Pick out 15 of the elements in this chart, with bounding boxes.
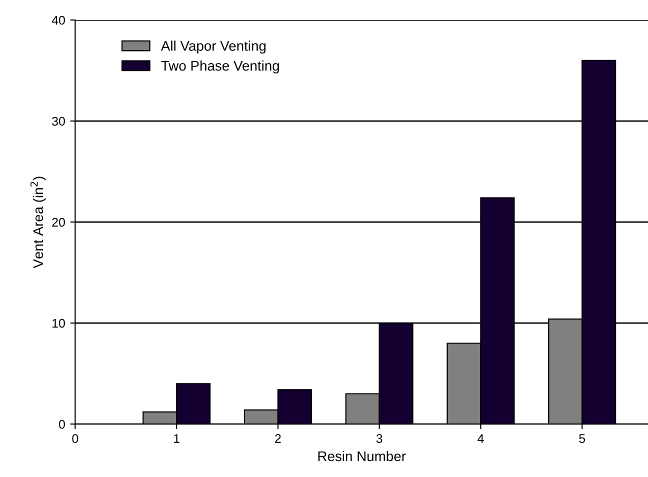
x-tick-label: 5 <box>579 434 586 443</box>
y-tick-label: 0 <box>58 420 65 429</box>
y-tick-label: 20 <box>52 218 65 227</box>
y-tick-label: 10 <box>52 318 65 328</box>
x-tick-label: 2 <box>275 434 281 443</box>
x-axis-title: Resin Number <box>318 450 406 462</box>
y-tick-label: 40 <box>52 16 65 25</box>
x-tick-label: 0 <box>72 434 78 443</box>
x-tick-label: 4 <box>478 434 484 443</box>
legend-label: All Vapor Venting <box>160 40 266 54</box>
y-tick-label: 30 <box>52 116 65 126</box>
x-tick-label: 1 <box>174 434 180 443</box>
legend-label: Two Phase Venting <box>161 60 279 74</box>
x-tick-label: 3 <box>376 434 382 443</box>
y-axis-title: Vent Area (in$^{2}$) <box>30 176 46 268</box>
